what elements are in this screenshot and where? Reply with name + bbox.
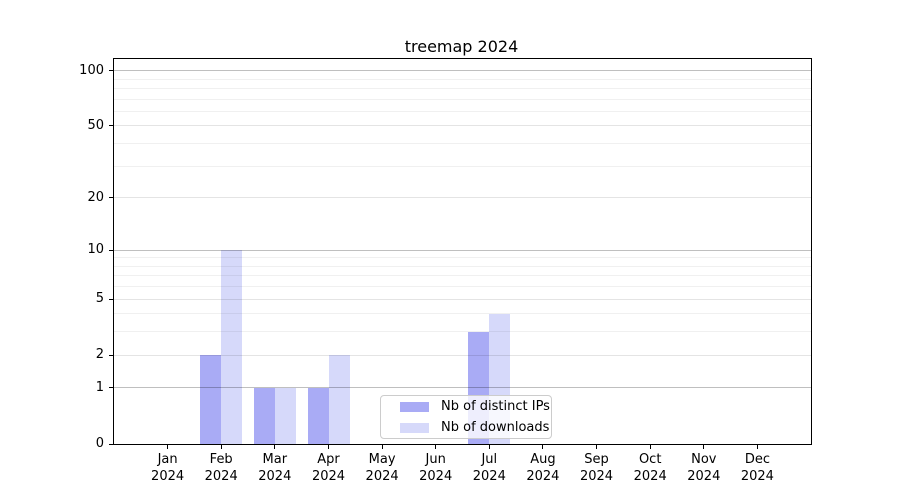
x-tick-apr bbox=[328, 445, 329, 449]
y-tick-20 bbox=[109, 197, 114, 199]
x-tick-aug bbox=[542, 445, 544, 449]
gridline-90 bbox=[114, 78, 811, 80]
y-tick-1 bbox=[109, 387, 114, 389]
legend-item-distinct-ips: Nb of distinct IPs bbox=[381, 396, 551, 417]
y-tick-100 bbox=[109, 70, 114, 72]
y-tick-label-2: 2 bbox=[95, 347, 104, 363]
bar-apr-downloads bbox=[328, 355, 350, 444]
gridline-30 bbox=[114, 165, 811, 167]
gridline-5 bbox=[114, 298, 811, 300]
x-tick-label-feb: Feb 2024 bbox=[204, 452, 238, 484]
x-tick-nov bbox=[703, 445, 705, 449]
gridline-80 bbox=[114, 87, 811, 89]
chart-title: treemap 2024 bbox=[404, 37, 519, 56]
y-tick-label-5: 5 bbox=[95, 291, 104, 306]
y-tick-10 bbox=[109, 249, 114, 251]
x-tick-label-apr: Apr 2024 bbox=[311, 452, 346, 484]
x-tick-may bbox=[381, 445, 383, 449]
gridline-50 bbox=[114, 125, 811, 127]
gridline-60 bbox=[114, 110, 811, 112]
x-tick-jul bbox=[488, 445, 490, 449]
gridline-70 bbox=[114, 98, 811, 100]
gridline-40 bbox=[114, 143, 811, 144]
gridline-4 bbox=[114, 313, 811, 315]
gridline-100 bbox=[114, 70, 811, 72]
legend-label-downloads: Nb of downloads bbox=[441, 420, 550, 435]
bar-feb-downloads bbox=[221, 250, 243, 444]
x-tick-label-jul: Jul 2024 bbox=[472, 452, 506, 484]
y-tick-label-20: 20 bbox=[87, 189, 104, 205]
x-tick-label-sep: Sep 2024 bbox=[579, 452, 614, 484]
y-tick-0 bbox=[109, 443, 114, 445]
y-tick-5 bbox=[109, 298, 114, 300]
x-tick-sep bbox=[596, 445, 597, 449]
y-tick-label-50: 50 bbox=[87, 117, 104, 133]
y-tick-label-1: 1 bbox=[95, 379, 104, 395]
x-tick-label-jun: Jun 2024 bbox=[419, 452, 453, 484]
gridline-10 bbox=[114, 249, 811, 251]
x-tick-label-oct: Oct 2024 bbox=[633, 452, 667, 484]
x-tick-mar bbox=[274, 445, 276, 449]
gridline-20 bbox=[114, 197, 811, 199]
y-tick-50 bbox=[109, 125, 114, 127]
legend-swatch-downloads bbox=[400, 422, 429, 433]
legend-swatch-distinct-ips bbox=[400, 401, 429, 412]
x-tick-label-aug: Aug 2024 bbox=[526, 452, 560, 484]
gridline-8 bbox=[114, 265, 811, 267]
y-tick-label-10: 10 bbox=[87, 242, 104, 257]
x-tick-label-mar: Mar 2024 bbox=[258, 452, 292, 484]
bar-mar-downloads bbox=[274, 387, 296, 444]
gridline-6 bbox=[114, 286, 811, 287]
x-tick-label-jan: Jan 2024 bbox=[151, 452, 185, 484]
x-tick-label-nov: Nov 2024 bbox=[687, 452, 721, 484]
legend-item-downloads: Nb of downloads bbox=[381, 417, 551, 438]
plot-area: 0 1 2 5 10 20 50 100 Jan 2024 Feb 2024 Mar 2024 Apr… bbox=[79, 58, 812, 484]
x-tick-dec bbox=[756, 445, 758, 449]
x-tick-oct bbox=[649, 445, 651, 449]
gridline-9 bbox=[114, 257, 811, 259]
gridline-3 bbox=[114, 331, 811, 333]
bar-mar-ips bbox=[253, 387, 275, 444]
x-tick-jan bbox=[167, 445, 169, 449]
y-tick-label-0: 0 bbox=[95, 436, 104, 451]
x-tick-feb bbox=[220, 445, 222, 449]
x-tick-label-dec: Dec 2024 bbox=[740, 452, 774, 484]
gridline-7 bbox=[114, 275, 811, 277]
y-tick-2 bbox=[109, 354, 114, 356]
x-tick-label-may: May 2024 bbox=[365, 452, 399, 484]
legend-label-distinct-ips: Nb of distinct IPs bbox=[441, 399, 550, 414]
y-tick-label-100: 100 bbox=[79, 62, 104, 78]
legend: Nb of distinct IPs Nb of downloads bbox=[380, 395, 552, 439]
bar-feb-ips bbox=[200, 355, 222, 444]
x-tick-jun bbox=[435, 445, 437, 449]
bar-apr-ips bbox=[307, 387, 329, 444]
